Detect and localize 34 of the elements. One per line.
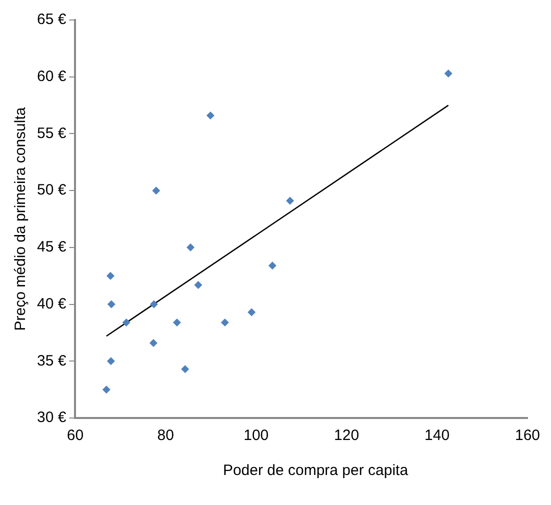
x-tick-label: 120 xyxy=(334,427,360,444)
point xyxy=(122,318,130,326)
y-tick-label: 55 € xyxy=(36,124,67,142)
y-tick-label: 30 € xyxy=(36,409,67,426)
x-axis-title: Poder de compra per capita xyxy=(222,462,410,479)
point xyxy=(106,357,115,366)
x-tick-label: 140 xyxy=(424,427,450,444)
x-tick-label: 100 xyxy=(244,427,269,444)
x-tick-label: 80 xyxy=(157,427,174,444)
point xyxy=(444,69,452,78)
y-tick-label: 60 € xyxy=(36,68,67,85)
x-tick-label: 160 xyxy=(514,427,540,444)
point xyxy=(149,338,158,347)
point xyxy=(152,186,160,195)
point xyxy=(181,365,190,374)
y-tick-label: 40 € xyxy=(36,295,67,312)
y-axis-title: Preço médio da primeira consulta xyxy=(12,106,30,331)
y-tick-label: 50 € xyxy=(36,182,67,199)
point xyxy=(248,308,256,316)
x-tick-label: 60 xyxy=(66,427,84,444)
point xyxy=(194,280,202,289)
point xyxy=(286,196,294,205)
point xyxy=(220,318,229,326)
point xyxy=(206,112,214,120)
point xyxy=(172,318,181,326)
point xyxy=(268,262,276,270)
point xyxy=(102,386,110,394)
point xyxy=(106,272,114,280)
y-tick-label: 65 € xyxy=(36,11,67,28)
y-tick-label: 35 € xyxy=(36,352,67,370)
point xyxy=(186,243,195,252)
point xyxy=(107,300,116,308)
point xyxy=(150,300,158,308)
y-tick-label: 45 € xyxy=(36,238,67,256)
